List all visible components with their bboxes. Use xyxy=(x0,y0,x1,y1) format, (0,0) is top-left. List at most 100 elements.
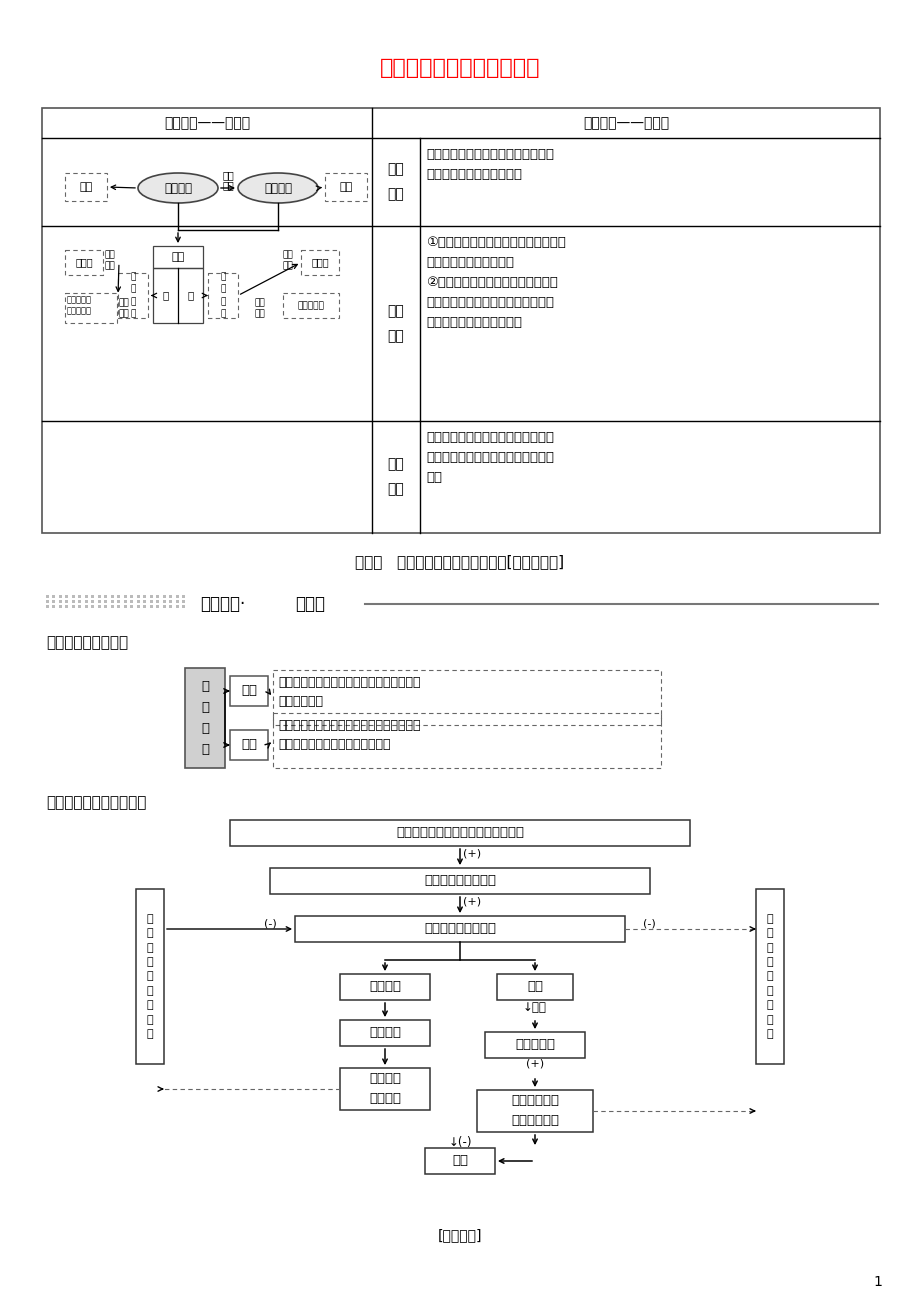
Text: 调节
激素: 调节 激素 xyxy=(119,298,130,319)
Text: ↓释放: ↓释放 xyxy=(523,1001,546,1014)
Bar xyxy=(124,595,127,598)
Bar xyxy=(185,668,225,768)
Text: 尿量: 尿量 xyxy=(451,1155,468,1168)
Bar xyxy=(72,595,75,598)
Text: 下丘脑: 下丘脑 xyxy=(311,258,328,267)
Bar xyxy=(111,595,114,598)
Text: 影响: 影响 xyxy=(221,180,233,190)
Text: 通过分析总结神经调节与体液调节的
关系，建立普遍联系的观点: 通过分析总结神经调节与体液调节的 关系，建立普遍联系的观点 xyxy=(425,148,553,181)
Text: 通过了解高温环境下的体温和水盐调
节，树立关注人体健康、学以致用的
态度: 通过了解高温环境下的体温和水盐调 节，树立关注人体健康、学以致用的 态度 xyxy=(425,431,553,484)
Text: (-): (-) xyxy=(264,919,277,930)
Bar xyxy=(91,595,95,598)
Text: 主动饮水
补充水分: 主动饮水 补充水分 xyxy=(369,1073,401,1105)
Bar xyxy=(136,889,164,1064)
Bar xyxy=(283,293,338,318)
Ellipse shape xyxy=(238,173,318,203)
Bar xyxy=(163,595,165,598)
Bar xyxy=(150,595,153,598)
Text: 肾小管、集合
管重吸收水分: 肾小管、集合 管重吸收水分 xyxy=(510,1095,559,1128)
Bar xyxy=(59,595,62,598)
Bar xyxy=(42,108,879,533)
Text: 神经调节: 神经调节 xyxy=(164,181,192,194)
Bar xyxy=(230,730,267,760)
Text: 特点: 特点 xyxy=(79,182,93,191)
Bar xyxy=(124,605,127,608)
Bar xyxy=(118,605,120,608)
Bar xyxy=(105,595,108,598)
Bar xyxy=(78,600,82,603)
Bar xyxy=(295,917,624,943)
Text: 二、人体水盐平衡的调节: 二、人体水盐平衡的调节 xyxy=(46,796,146,810)
Bar xyxy=(150,600,153,603)
Bar xyxy=(301,250,338,275)
Text: (-): (-) xyxy=(642,919,655,930)
Bar xyxy=(65,173,107,201)
Text: 产生渴觉: 产生渴觉 xyxy=(369,1026,401,1039)
Bar xyxy=(143,600,146,603)
Text: 理性
思维: 理性 思维 xyxy=(387,303,404,342)
Text: 大脑皮层: 大脑皮层 xyxy=(369,980,401,993)
Bar xyxy=(105,605,108,608)
Bar xyxy=(85,600,88,603)
Bar xyxy=(156,595,159,598)
Bar xyxy=(324,173,367,201)
Bar xyxy=(182,595,186,598)
Bar xyxy=(156,600,159,603)
Text: 核心素养——定能力: 核心素养——定能力 xyxy=(583,116,668,130)
Bar xyxy=(85,605,88,608)
Bar xyxy=(496,974,573,1000)
Text: 概念: 概念 xyxy=(339,182,352,191)
Bar xyxy=(98,595,101,598)
Bar xyxy=(124,600,127,603)
Text: 重温教材·: 重温教材· xyxy=(199,595,245,613)
Bar xyxy=(150,605,153,608)
Bar xyxy=(130,605,133,608)
Text: (+): (+) xyxy=(462,896,481,906)
Bar xyxy=(137,600,140,603)
Bar xyxy=(130,595,133,598)
Bar xyxy=(156,605,159,608)
Text: 考点一   人体的体温调节和水盐调节[重难深化类]: 考点一 人体的体温调节和水盐调节[重难深化类] xyxy=(355,553,564,569)
Text: 神经
中枢: 神经 中枢 xyxy=(283,250,293,270)
Bar xyxy=(269,868,650,894)
Text: ↓(-): ↓(-) xyxy=(448,1137,471,1148)
Text: 细
胞
外
液
渗
透
压
下
降: 细 胞 外 液 渗 透 压 下 降 xyxy=(766,914,773,1039)
Bar xyxy=(169,605,173,608)
Text: (+): (+) xyxy=(526,1059,543,1069)
Bar xyxy=(340,1068,429,1111)
Bar xyxy=(176,605,179,608)
Bar xyxy=(476,1090,593,1131)
Bar xyxy=(755,889,783,1064)
Bar xyxy=(425,1148,494,1174)
Text: 例: 例 xyxy=(187,290,193,301)
Bar xyxy=(340,974,429,1000)
Bar xyxy=(163,600,165,603)
Bar xyxy=(130,600,133,603)
Bar xyxy=(118,273,148,318)
Text: 垂体: 垂体 xyxy=(527,980,542,993)
Bar xyxy=(273,671,660,725)
Text: 调节
激素: 调节 激素 xyxy=(254,298,265,319)
Bar xyxy=(176,595,179,598)
Text: 散热: 散热 xyxy=(241,738,256,751)
Bar xyxy=(91,605,95,608)
Text: 下丘脑: 下丘脑 xyxy=(75,258,93,267)
Bar xyxy=(230,676,267,706)
Bar xyxy=(208,273,238,318)
Text: 社会
责任: 社会 责任 xyxy=(387,457,404,496)
Ellipse shape xyxy=(138,173,218,203)
Bar xyxy=(65,600,68,603)
Bar xyxy=(78,595,82,598)
Text: 和肾上腺素: 和肾上腺素 xyxy=(67,306,92,315)
Bar xyxy=(111,600,114,603)
Bar xyxy=(59,600,62,603)
Bar xyxy=(182,605,186,608)
Bar xyxy=(65,595,68,598)
Text: 支配: 支配 xyxy=(221,171,233,180)
Bar xyxy=(163,605,165,608)
Text: 水
盐
调
节: 水 盐 调 节 xyxy=(220,272,225,319)
Bar xyxy=(85,595,88,598)
Text: 主要是细胞内有机物氧化放能，以骨骼肌、
肝脏产热为多: 主要是细胞内有机物氧化放能，以骨骼肌、 肝脏产热为多 xyxy=(278,676,420,708)
Bar xyxy=(340,1019,429,1046)
Bar xyxy=(65,605,68,608)
